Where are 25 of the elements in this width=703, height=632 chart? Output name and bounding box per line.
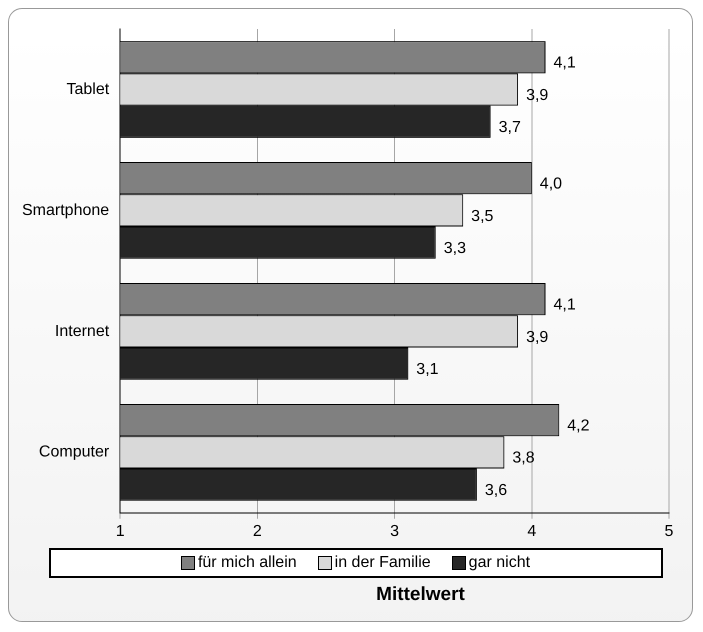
data-label: 3,3 [444,240,466,258]
y-tick-label: Internet [54,322,110,340]
y-tick-label: Tablet [66,80,110,98]
x-tick-label: 1 [116,522,125,540]
data-label: 4,0 [540,176,562,193]
y-tick-label: Computer [38,444,110,461]
data-label: 4,2 [567,417,590,434]
legend-label: gar nicht [468,554,530,572]
x-tick-label: 2 [252,522,262,540]
data-label: 3,7 [498,119,521,136]
x-tick-label: 5 [664,522,674,540]
data-label: 4,1 [554,296,576,314]
legend-label: für mich allein [198,554,297,572]
data-label: 3,9 [526,328,548,346]
y-tick-label: Smartphone [22,202,110,219]
x-tick-label: 3 [390,522,400,540]
data-label: 3,6 [484,482,508,499]
data-label: 4,1 [554,54,576,72]
data-label: 3,1 [416,361,439,378]
x-tick-label: 4 [527,522,536,540]
legend-label: in der Familie [334,554,431,572]
data-label: 3,8 [512,450,535,467]
data-label: 3,9 [526,86,548,104]
data-label: 3,5 [471,208,494,225]
x-axis-title: Mittelwert [375,584,466,606]
